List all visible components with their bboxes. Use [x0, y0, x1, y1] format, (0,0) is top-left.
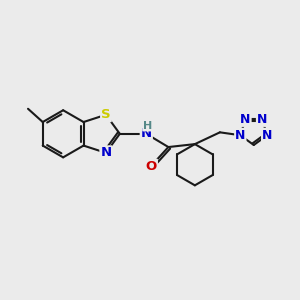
- Text: N: N: [141, 127, 152, 140]
- Text: N: N: [100, 146, 112, 159]
- Text: S: S: [101, 108, 111, 121]
- Text: N: N: [240, 113, 250, 126]
- Text: N: N: [257, 113, 267, 126]
- Text: N: N: [235, 129, 245, 142]
- Text: O: O: [146, 160, 157, 173]
- Text: N: N: [262, 129, 272, 142]
- Text: H: H: [143, 121, 152, 130]
